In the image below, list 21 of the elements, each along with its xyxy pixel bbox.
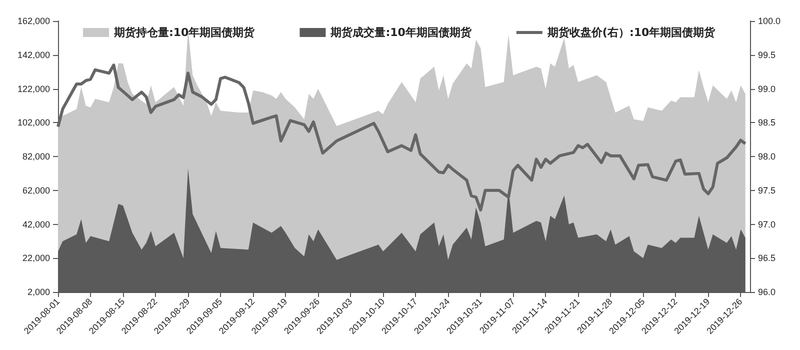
y-tick-label: 62,000	[22, 185, 50, 196]
y2-tick-label: 99.5	[758, 50, 776, 60]
y2-tick-label: 97.0	[758, 219, 776, 230]
y-tick-label: 2,000	[27, 287, 50, 297]
y-tick-label: 162,000	[17, 16, 50, 26]
y2-tick-label: 98.0	[758, 152, 776, 162]
legend-label: 期货收盘价(右）:10年期国债期货	[546, 26, 716, 39]
y-tick-label: 142,000	[17, 50, 50, 60]
y-tick-label: 82,000	[22, 152, 50, 162]
legend-label: 期货成交量:10年期国债期货	[330, 26, 472, 39]
y-tick-label: 122,000	[17, 84, 50, 94]
y2-tick-label: 97.5	[758, 185, 776, 196]
legend-label: 期货持仓量:10年期国债期货	[113, 26, 256, 39]
y2-tick-label: 96.5	[758, 253, 776, 264]
y-tick-label: 102,000	[17, 118, 50, 128]
y2-tick-label: 98.5	[758, 118, 776, 128]
y-tick-label: 22,000	[22, 253, 50, 264]
y-tick-label: 42,000	[22, 219, 50, 230]
y2-tick-label: 100.0	[758, 16, 781, 26]
y2-tick-label: 96.0	[758, 287, 776, 297]
y2-tick-label: 99.0	[758, 84, 776, 94]
